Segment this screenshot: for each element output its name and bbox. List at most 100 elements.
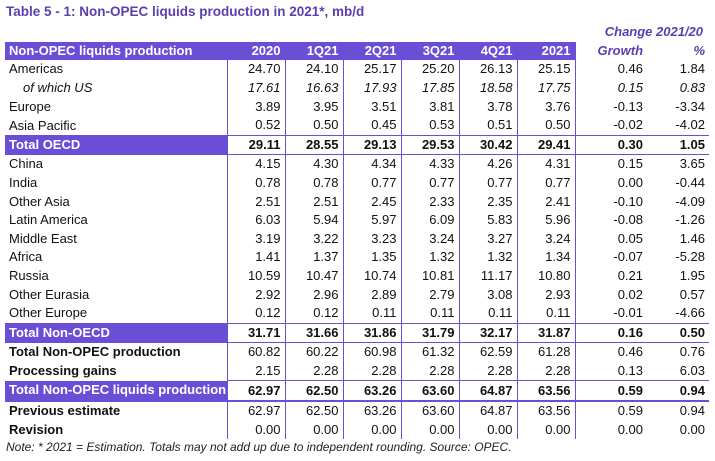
cell-value: 0.50 [516, 115, 576, 136]
cell-value: 10.74 [342, 266, 401, 286]
cell-value: -0.44 [675, 175, 706, 191]
cell-value: 24.10 [284, 60, 343, 79]
cell-value: 1.34 [516, 248, 576, 267]
cell-value: 2.51 [284, 192, 343, 211]
cell-value: 3.89 [226, 97, 285, 116]
col-header: 2020 [226, 41, 285, 61]
cell-value: 0.57 [679, 286, 706, 302]
cell-value: 3.23 [342, 229, 401, 249]
row-label: Revision [9, 421, 64, 437]
row-label: of which US [23, 80, 93, 96]
cell-value: 1.46 [679, 230, 706, 246]
table-row: India 0.78 0.78 0.77 0.77 0.77 0.77 0.00 -0.44 [5, 173, 709, 193]
cell-value: 0.00 [679, 421, 706, 437]
cell-value: -0.01 [574, 303, 648, 323]
cell-value: 5.97 [342, 210, 401, 230]
cell-value: 0.11 [516, 303, 576, 323]
cell-value: 3.51 [342, 97, 401, 116]
cell-value: 1.41 [226, 248, 285, 267]
cell-value: 0.21 [574, 266, 648, 286]
cell-value: 31.66 [284, 322, 343, 344]
header-row-columns: Non-OPEC liquids production 2020 1Q21 2Q… [5, 41, 710, 61]
cell-value: 0.77 [458, 173, 517, 193]
cell-value: 0.46 [574, 60, 648, 79]
cell-value: 2.28 [400, 361, 459, 381]
cell-value: 17.85 [400, 78, 459, 98]
table-row: Russia 10.59 10.47 10.74 10.81 11.17 10.80 0.21… [5, 266, 709, 286]
cell-value: 0.77 [516, 173, 576, 193]
cell-value: 5.96 [516, 210, 576, 230]
table-row: of which US 17.61 16.63 17.93 17.85 18.58 17.7… [5, 78, 709, 98]
cell-value: 0.50 [284, 115, 343, 136]
cell-value: 2.15 [226, 361, 285, 381]
cell-value: 4.15 [226, 154, 285, 174]
cell-value: 0.46 [574, 342, 648, 362]
cell-value: 0.11 [342, 303, 401, 323]
cell-value: 0.51 [458, 115, 517, 136]
cell-value: 2.28 [516, 361, 576, 381]
col-header: 4Q21 [458, 41, 517, 61]
cell-value: 0.12 [284, 303, 343, 323]
cell-value: 31.86 [342, 322, 401, 344]
cell-value: 2.33 [400, 192, 459, 211]
cell-value: 1.32 [400, 248, 459, 267]
row-label: India [9, 175, 38, 191]
cell-value: 61.28 [516, 342, 576, 362]
col-header: 2Q21 [342, 41, 401, 61]
cell-value: 31.71 [226, 322, 285, 344]
table-row: Previous estimate 62.97 62.50 63.26 63.60 64.… [5, 399, 710, 421]
cell-value: 0.30 [574, 134, 648, 156]
cell-value: 2.93 [516, 285, 576, 304]
cell-value: -4.66 [675, 305, 706, 321]
change-header: Change 2021/20 [604, 24, 704, 40]
cell-value: 18.58 [458, 78, 517, 98]
col-header: 2021 [516, 41, 576, 61]
cell-value: 1.35 [342, 248, 401, 267]
cell-value: 0.78 [226, 173, 285, 193]
cell-value: 2.28 [284, 361, 343, 381]
cell-value: 2.79 [400, 285, 459, 304]
cell-value: 0.83 [679, 80, 706, 96]
cell-value: 0.59 [574, 399, 648, 421]
cell-value: 25.15 [516, 60, 576, 79]
table-row: Asia Pacific 0.52 0.50 0.45 0.53 0.51 0.50 -0.0… [5, 115, 709, 136]
row-label: Middle East [9, 230, 77, 246]
cell-value: 5.94 [284, 210, 343, 230]
cell-value: 0.77 [400, 173, 459, 193]
table-row: Revision 0.00 0.00 0.00 0.00 0.00 0.00 0.00 0.00 [5, 420, 709, 440]
cell-value: 28.55 [284, 134, 343, 156]
row-label: Latin America [9, 212, 88, 228]
cell-value: 11.17 [458, 266, 517, 286]
cell-value: 0.02 [574, 285, 648, 304]
table-row: Total Non-OPEC liquids production 62.97 62… [5, 380, 710, 402]
cell-value: -4.09 [675, 193, 706, 209]
row-label: Total Non-OPEC production [9, 344, 181, 360]
cell-value: 2.96 [284, 285, 343, 304]
cell-value: -3.34 [675, 98, 706, 114]
cell-value: 0.00 [226, 420, 285, 440]
table-row: Africa 1.41 1.37 1.35 1.32 1.32 1.34 -0.07 -5.28 [5, 248, 709, 267]
cell-value: 2.41 [516, 192, 576, 211]
cell-value: 29.11 [226, 134, 285, 156]
row-label: Other Europe [9, 305, 88, 321]
cell-value: 2.92 [226, 285, 285, 304]
cell-value: 2.89 [342, 285, 401, 304]
cell-value: 0.13 [574, 361, 648, 381]
cell-value: 3.65 [679, 156, 706, 172]
cell-value: 3.95 [284, 97, 343, 116]
cell-value: 29.41 [516, 134, 576, 156]
cell-value: 25.17 [342, 60, 401, 79]
cell-value: -0.08 [574, 210, 648, 230]
cell-value: 10.59 [226, 266, 285, 286]
col-header: Growth [574, 41, 648, 61]
table-row: Total Non-OPEC production 60.82 60.22 60.98… [5, 342, 709, 362]
cell-value: 62.50 [284, 399, 343, 421]
cell-value: 4.34 [342, 154, 401, 174]
cell-value: 63.56 [516, 380, 576, 402]
cell-value: 29.53 [400, 134, 459, 156]
cell-value: 3.19 [226, 229, 285, 249]
cell-value: 25.20 [400, 60, 459, 79]
cell-value: 0.59 [574, 380, 648, 402]
cell-value: 0.00 [284, 420, 343, 440]
row-label: Europe [9, 98, 51, 114]
